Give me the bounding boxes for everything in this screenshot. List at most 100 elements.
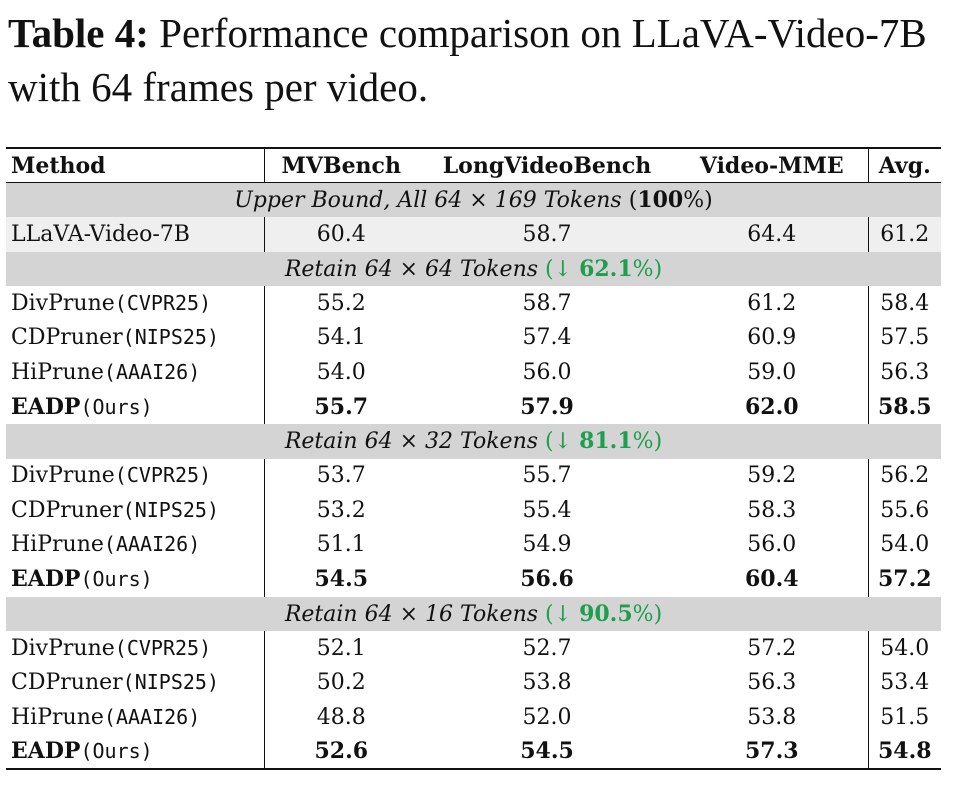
table-row: DivPrune(CVPR25) 52.1 52.7 57.2 54.0 — [6, 631, 941, 666]
table-row: EADP(Ours) 52.6 54.5 57.3 54.8 — [6, 734, 941, 769]
cell-longvideobench: 53.8 — [522, 670, 572, 696]
cell-mvbench: 52.6 — [314, 738, 369, 765]
table-row: HiPrune(AAAI26) 48.8 52.0 53.8 51.5 — [6, 700, 941, 735]
cell-mvbench: 52.1 — [316, 635, 366, 661]
method-cell: LLaVA-Video-7B — [6, 217, 265, 252]
section-header-row: Retain 64 × 16 Tokens (↓ 90.5%) — [6, 596, 941, 631]
method-cell: DivPrune(CVPR25) — [6, 458, 265, 493]
percent-suffix: % — [632, 256, 654, 282]
table-row: EADP(Ours) 54.5 56.6 60.4 57.2 — [6, 562, 941, 597]
caption-text: Performance comparison on LLaVA-Video-7B… — [8, 10, 927, 110]
cell-longvideobench: 52.0 — [522, 704, 572, 730]
cell-videomme: 60.9 — [676, 320, 869, 355]
cell-avg: 56.2 — [880, 463, 930, 489]
header-row: Method MVBench LongVideoBench Video-MME … — [6, 148, 941, 183]
times-symbol: × — [399, 256, 419, 282]
section-label-pre: Retain 64 — [284, 429, 393, 455]
method-name: HiPrune — [11, 704, 104, 730]
method-cell: CDPruner(NIPS25) — [6, 493, 265, 528]
table-row: CDPruner(NIPS25) 53.2 55.4 58.3 55.6 — [6, 493, 941, 528]
section-label-post: 32 Tokens — [425, 429, 539, 455]
cell-avg: 53.4 — [880, 670, 930, 696]
method-name: DivPrune — [11, 290, 115, 316]
method-cell: HiPrune(AAAI26) — [6, 527, 265, 562]
method-venue: (AAAI26) — [103, 359, 201, 384]
cell-videomme: 57.3 — [676, 734, 869, 769]
cell-avg: 51.5 — [880, 704, 930, 730]
cell-mvbench: 54.5 — [314, 566, 369, 593]
cell-videomme: 57.2 — [676, 631, 869, 666]
cell-avg: 57.5 — [880, 325, 930, 351]
table-row: CDPruner(NIPS25) 50.2 53.8 56.3 53.4 — [6, 665, 941, 700]
cell-longvideobench: 56.0 — [522, 359, 572, 385]
times-symbol: × — [469, 188, 488, 213]
table-row: HiPrune(AAAI26) 54.0 56.0 59.0 56.3 — [6, 355, 941, 390]
method-cell: EADP(Ours) — [6, 389, 265, 424]
percent-value: 62.1 — [579, 255, 633, 282]
cell-longvideobench: 57.4 — [522, 325, 572, 351]
method-cell: EADP(Ours) — [6, 734, 265, 769]
header-method: Method — [6, 148, 265, 183]
cell-avg: 54.0 — [880, 635, 930, 661]
method-name: HiPrune — [11, 359, 104, 385]
percent-value: 81.1 — [579, 428, 633, 455]
cell-videomme: 61.2 — [676, 286, 869, 321]
cell-longvideobench: 55.7 — [522, 463, 572, 489]
cell-mvbench: 55.2 — [316, 290, 366, 316]
cell-longvideobench: 54.9 — [522, 532, 572, 558]
method-venue: (Ours) — [80, 394, 153, 419]
table-row: LLaVA-Video-7B 60.4 58.7 64.4 61.2 — [6, 217, 941, 252]
down-arrow-icon: ↓ — [553, 601, 573, 627]
method-venue: (CVPR25) — [114, 463, 212, 488]
method-venue: (CVPR25) — [114, 635, 212, 660]
method-cell: DivPrune(CVPR25) — [6, 631, 265, 666]
method-name: HiPrune — [11, 532, 104, 558]
section-label: Upper Bound, All 64 × 169 Tokens (100%) — [6, 182, 941, 217]
cell-longvideobench: 58.7 — [418, 217, 676, 252]
cell-videomme: 64.4 — [676, 217, 869, 252]
method-name: LLaVA-Video-7B — [11, 221, 190, 247]
method-venue: (AAAI26) — [103, 532, 201, 557]
cell-mvbench: 53.2 — [316, 497, 366, 523]
caption-label: Table 4: — [8, 10, 149, 56]
method-cell: HiPrune(AAAI26) — [6, 700, 265, 735]
method-cell: CDPruner(NIPS25) — [6, 665, 265, 700]
cell-avg: 57.2 — [877, 566, 932, 593]
reduction-percent: (100%) — [628, 187, 713, 213]
section-label: Retain 64 × 32 Tokens (↓ 81.1%) — [6, 424, 941, 459]
cell-mvbench: 50.2 — [316, 670, 366, 696]
cell-videomme: 60.4 — [676, 562, 869, 597]
percent-value: 100 — [637, 187, 684, 213]
cell-videomme: 59.2 — [676, 458, 869, 493]
method-name: CDPruner — [11, 497, 123, 523]
table-row: DivPrune(CVPR25) 55.2 58.7 61.2 58.4 — [6, 286, 941, 321]
cell-videomme: 58.3 — [676, 493, 869, 528]
percent-suffix: % — [632, 601, 654, 627]
cell-avg: 55.6 — [880, 497, 930, 523]
header-longvideobench: LongVideoBench — [442, 152, 652, 179]
method-venue: (AAAI26) — [103, 704, 201, 729]
method-venue: (CVPR25) — [114, 290, 212, 315]
table-caption: Table 4: Performance comparison on LLaVA… — [8, 6, 948, 114]
method-venue: (NIPS25) — [122, 325, 219, 350]
cell-videomme: 56.0 — [676, 527, 869, 562]
method-name: EADP — [11, 738, 81, 765]
method-venue: (Ours) — [80, 739, 153, 764]
header-avg: Avg. — [878, 152, 931, 179]
cell-avg: 54.0 — [880, 532, 930, 558]
section-label-post: 16 Tokens — [425, 601, 539, 627]
cell-mvbench: 48.8 — [316, 704, 366, 730]
down-arrow-icon: ↓ — [553, 429, 573, 455]
section-header-row: Retain 64 × 32 Tokens (↓ 81.1%) — [6, 424, 941, 459]
table-row: HiPrune(AAAI26) 51.1 54.9 56.0 54.0 — [6, 527, 941, 562]
method-name: EADP — [11, 566, 81, 593]
table-row: CDPruner(NIPS25) 54.1 57.4 60.9 57.5 — [6, 320, 941, 355]
cell-mvbench: 51.1 — [316, 532, 366, 558]
cell-longvideobench: 55.4 — [522, 497, 572, 523]
section-label-pre: Retain 64 — [284, 256, 393, 282]
percent-suffix: % — [683, 188, 705, 213]
cell-longvideobench: 56.6 — [520, 566, 574, 593]
cell-mvbench: 60.4 — [264, 217, 418, 252]
section-label-post: 64 Tokens — [425, 256, 539, 282]
percent-value: 90.5 — [579, 600, 633, 627]
